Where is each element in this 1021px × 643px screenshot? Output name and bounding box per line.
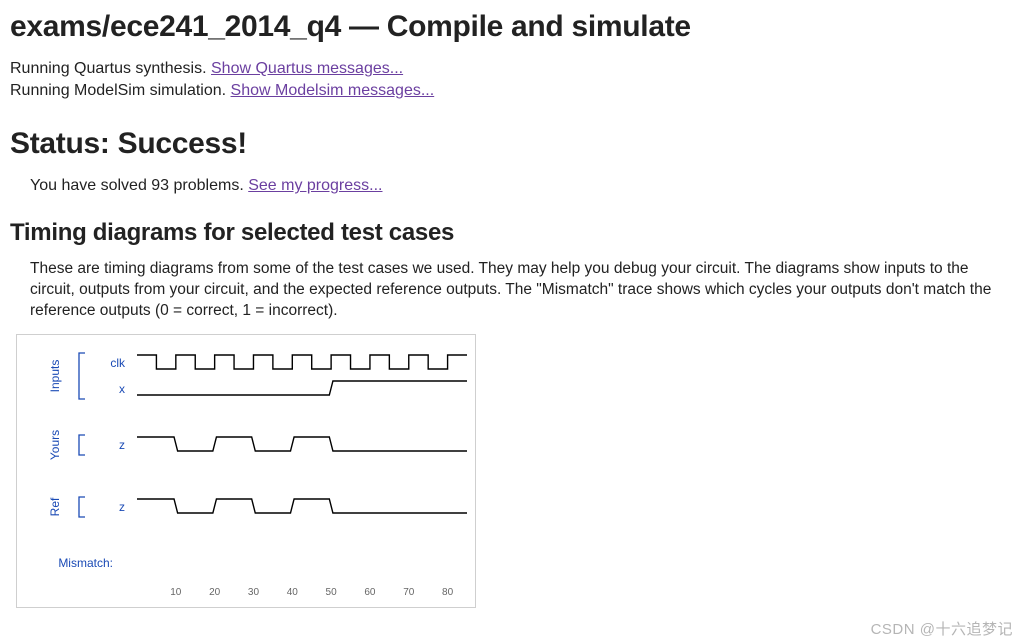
- svg-text:40: 40: [287, 587, 299, 598]
- timing-section-heading: Timing diagrams for selected test cases: [10, 219, 1011, 247]
- solved-count-text: You have solved 93 problems.: [30, 177, 248, 194]
- svg-text:z: z: [119, 500, 125, 514]
- svg-text:60: 60: [364, 587, 376, 598]
- svg-text:10: 10: [170, 587, 182, 598]
- timing-description: These are timing diagrams from some of t…: [10, 259, 1011, 322]
- svg-text:Ref: Ref: [48, 497, 62, 516]
- svg-text:Yours: Yours: [48, 429, 62, 459]
- svg-text:80: 80: [442, 587, 454, 598]
- svg-text:30: 30: [248, 587, 260, 598]
- watermark: CSDN @十六追梦记: [871, 618, 1013, 639]
- svg-text:20: 20: [209, 587, 221, 598]
- status-heading: Status: Success!: [10, 127, 1011, 161]
- svg-text:70: 70: [403, 587, 415, 598]
- svg-text:x: x: [119, 382, 125, 396]
- progress-link[interactable]: See my progress...: [248, 177, 382, 194]
- modelsim-messages-link[interactable]: Show Modelsim messages...: [231, 82, 435, 99]
- sim-text: Running ModelSim simulation.: [10, 82, 231, 99]
- timing-diagram: 10 20 30 40 50 60 70 80 Inputs clk x Yours z Ref z Mism…: [16, 334, 476, 608]
- svg-text:Inputs: Inputs: [48, 359, 62, 392]
- quartus-messages-link[interactable]: Show Quartus messages...: [211, 60, 403, 77]
- synth-text: Running Quartus synthesis.: [10, 60, 211, 77]
- svg-text:50: 50: [326, 587, 338, 598]
- page-title: exams/ece241_2014_q4 — Compile and simul…: [10, 10, 1011, 44]
- svg-text:clk: clk: [110, 356, 126, 370]
- svg-text:Mismatch:: Mismatch:: [58, 556, 113, 570]
- svg-text:z: z: [119, 438, 125, 452]
